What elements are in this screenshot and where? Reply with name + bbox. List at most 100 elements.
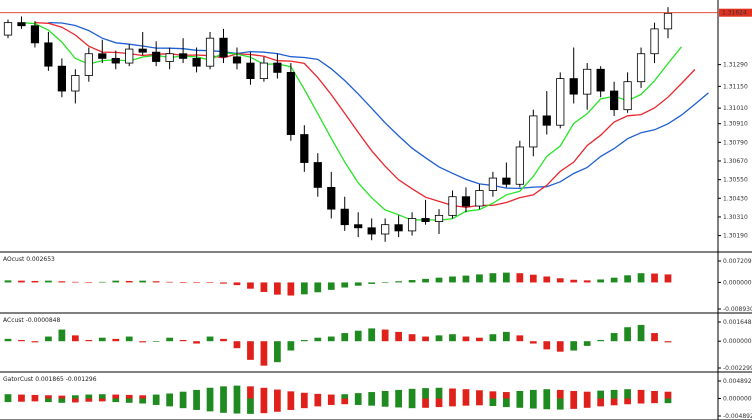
candle bbox=[84, 47, 93, 82]
gator-lower-bar bbox=[18, 398, 25, 402]
gator-lower-bar bbox=[287, 398, 295, 410]
candle bbox=[515, 140, 524, 188]
gator-upper-bar bbox=[583, 391, 591, 399]
gator-lower-bar bbox=[395, 398, 402, 408]
gator-lower-bar bbox=[4, 398, 12, 403]
candle-body bbox=[205, 37, 215, 67]
histogram-bar bbox=[71, 281, 79, 283]
histogram-bar bbox=[651, 333, 658, 342]
gator-lower-bar bbox=[233, 398, 241, 414]
histogram-bar bbox=[637, 273, 645, 283]
indicator-tick-label: -0.004892 bbox=[723, 413, 752, 420]
indicator-tick-label: 0.000000 bbox=[723, 279, 752, 286]
candle bbox=[556, 72, 565, 129]
gator-upper-bar bbox=[354, 393, 362, 399]
histogram-bar bbox=[664, 341, 672, 343]
gator-lower-bar bbox=[570, 398, 578, 409]
gator-lower-bar bbox=[489, 398, 497, 407]
histogram-bar bbox=[98, 281, 106, 283]
histogram-bar bbox=[193, 282, 200, 284]
histogram-bar bbox=[125, 280, 133, 283]
candle bbox=[232, 47, 242, 70]
indicator-tick-label: 0.000000 bbox=[723, 396, 752, 403]
candle-body bbox=[138, 48, 147, 53]
candle-body bbox=[273, 62, 282, 73]
indicator-tick-label: -0.0022999 bbox=[723, 365, 752, 372]
candle-body bbox=[259, 62, 269, 79]
histogram-bar bbox=[543, 341, 551, 350]
candle bbox=[57, 58, 66, 98]
histogram-bar bbox=[354, 330, 362, 342]
histogram-bar bbox=[529, 341, 537, 344]
histogram-bar bbox=[624, 327, 631, 342]
candle-body bbox=[71, 75, 80, 92]
candle bbox=[340, 196, 349, 231]
candle bbox=[111, 50, 120, 70]
candle-body bbox=[448, 196, 457, 216]
candle bbox=[98, 39, 107, 64]
gator-upper-bar bbox=[98, 394, 106, 399]
candle bbox=[623, 72, 632, 113]
gator-lower-bar bbox=[206, 398, 214, 412]
histogram-bar bbox=[462, 275, 470, 283]
histogram-bar bbox=[166, 281, 173, 283]
histogram-bar bbox=[206, 336, 214, 342]
histogram-bar bbox=[422, 278, 429, 283]
gator-lower-bar bbox=[664, 398, 672, 404]
gator-upper-bar bbox=[664, 391, 672, 399]
histogram-bar bbox=[368, 328, 376, 342]
histogram-bar bbox=[287, 282, 295, 296]
histogram-bar bbox=[516, 273, 524, 283]
histogram-bar bbox=[529, 274, 537, 283]
candle-body bbox=[556, 78, 565, 126]
price-tick-label: 1.31290 bbox=[723, 62, 748, 69]
candle-body bbox=[165, 53, 174, 62]
gator-upper-bar bbox=[476, 390, 483, 399]
candle-body bbox=[461, 196, 471, 207]
histogram-bar bbox=[610, 277, 618, 283]
histogram-bar bbox=[260, 341, 268, 366]
gator-lower-bar bbox=[274, 398, 281, 412]
candle bbox=[354, 212, 363, 238]
histogram-bar bbox=[583, 280, 591, 283]
gator-upper-bar bbox=[435, 387, 443, 399]
candle bbox=[407, 212, 417, 236]
gator-upper-bar bbox=[45, 395, 52, 399]
histogram-bar bbox=[556, 341, 564, 352]
gator-upper-bar bbox=[139, 395, 147, 399]
histogram-bar bbox=[435, 335, 443, 342]
indicator-tick-label: 0.0016487 bbox=[723, 319, 752, 326]
candle bbox=[313, 153, 322, 197]
gator-upper-bar bbox=[179, 391, 187, 399]
candle-body bbox=[219, 37, 228, 58]
gator-lower-bar bbox=[58, 398, 66, 403]
price-tick-label: 1.31010 bbox=[723, 105, 748, 112]
histogram-bar bbox=[166, 337, 173, 342]
histogram-bar bbox=[58, 329, 66, 342]
histogram-bar bbox=[408, 334, 416, 342]
histogram-bar bbox=[71, 335, 79, 342]
histogram-bar bbox=[112, 338, 120, 342]
gator-upper-bar bbox=[529, 389, 537, 399]
candle-body bbox=[515, 146, 524, 185]
gator-upper-bar bbox=[260, 387, 268, 399]
gator-lower-bar bbox=[408, 398, 416, 409]
gator-upper-bar bbox=[125, 394, 133, 399]
histogram-bar bbox=[476, 274, 483, 283]
histogram-bar bbox=[112, 280, 120, 283]
candle-body bbox=[84, 53, 93, 76]
alligator-teeth-line bbox=[34, 21, 696, 209]
candle bbox=[663, 7, 673, 39]
candle bbox=[219, 28, 228, 64]
histogram-bar bbox=[193, 341, 200, 344]
gator-upper-bar bbox=[341, 394, 349, 399]
gator-lower-bar bbox=[139, 398, 147, 404]
gator-upper-bar bbox=[300, 392, 308, 399]
candle-body bbox=[300, 134, 309, 163]
candle bbox=[205, 31, 215, 70]
histogram-bar bbox=[381, 282, 389, 284]
histogram-bar bbox=[624, 275, 631, 283]
histogram-bar bbox=[664, 274, 672, 283]
histogram-bar bbox=[58, 281, 66, 283]
histogram-bar bbox=[543, 276, 551, 283]
